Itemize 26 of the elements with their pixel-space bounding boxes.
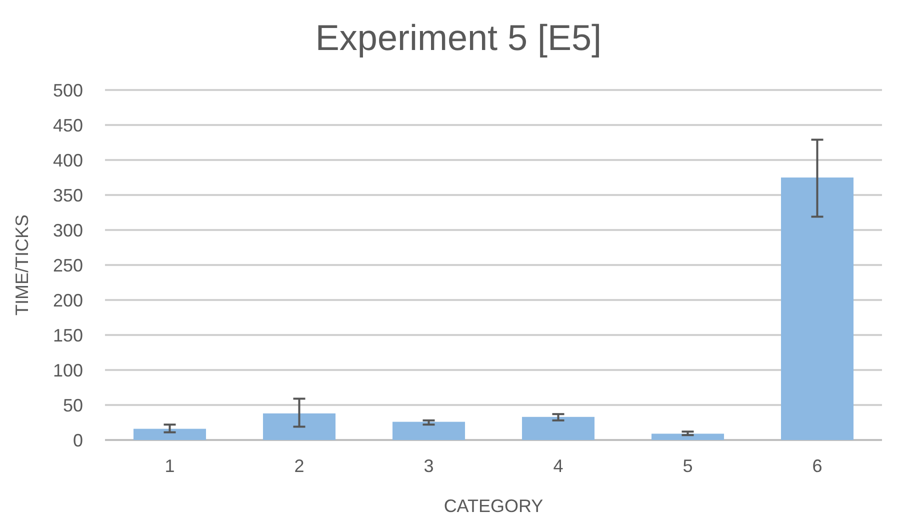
- y-tick-label: 0: [72, 430, 83, 450]
- chart-title: Experiment 5 [E5]: [315, 17, 602, 58]
- y-tick-label: 450: [52, 115, 83, 136]
- x-tick-label: 3: [424, 456, 434, 476]
- y-tick-label: 350: [52, 185, 83, 206]
- x-tick-label: 2: [294, 456, 304, 476]
- bar: [133, 428, 206, 440]
- y-tick-label: 50: [62, 395, 83, 416]
- y-tick-label: 500: [52, 80, 83, 100]
- y-tick-label: 150: [52, 325, 83, 346]
- x-axis-title: CATEGORY: [444, 496, 544, 516]
- bar: [262, 413, 336, 440]
- bar: [522, 416, 595, 440]
- y-tick-label: 100: [52, 360, 83, 380]
- x-tick-label: 1: [164, 456, 175, 476]
- y-tick-label: 250: [52, 255, 83, 276]
- y-tick-label: 200: [52, 290, 83, 310]
- bar: [392, 422, 466, 440]
- bar: [780, 178, 854, 440]
- x-tick-label: 6: [812, 456, 822, 476]
- y-tick-label: 300: [52, 220, 83, 240]
- y-tick-label: 400: [52, 150, 83, 170]
- x-tick-label: 5: [682, 456, 693, 476]
- bar: [651, 434, 724, 440]
- x-tick-label: 4: [553, 456, 564, 476]
- y-axis-title: TIME/TICKS: [12, 214, 32, 316]
